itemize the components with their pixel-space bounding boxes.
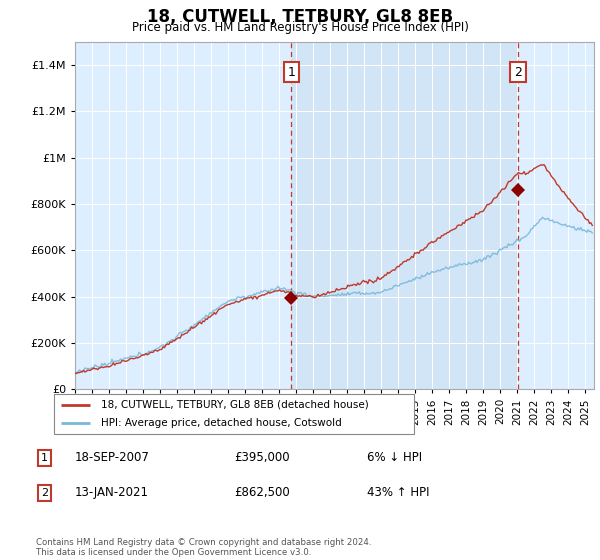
Text: 18, CUTWELL, TETBURY, GL8 8EB (detached house): 18, CUTWELL, TETBURY, GL8 8EB (detached …: [101, 400, 368, 410]
Text: 6% ↓ HPI: 6% ↓ HPI: [367, 451, 422, 464]
Text: 18, CUTWELL, TETBURY, GL8 8EB: 18, CUTWELL, TETBURY, GL8 8EB: [147, 8, 453, 26]
Text: 43% ↑ HPI: 43% ↑ HPI: [367, 486, 430, 500]
Text: £862,500: £862,500: [235, 486, 290, 500]
Text: £395,000: £395,000: [235, 451, 290, 464]
Text: Contains HM Land Registry data © Crown copyright and database right 2024.
This d: Contains HM Land Registry data © Crown c…: [36, 538, 371, 557]
Text: 2: 2: [41, 488, 48, 498]
Text: 13-JAN-2021: 13-JAN-2021: [74, 486, 149, 500]
Text: 1: 1: [41, 453, 48, 463]
Text: 18-SEP-2007: 18-SEP-2007: [74, 451, 149, 464]
Bar: [292, 42, 518, 389]
Text: Price paid vs. HM Land Registry's House Price Index (HPI): Price paid vs. HM Land Registry's House …: [131, 21, 469, 34]
Text: 2: 2: [514, 66, 522, 78]
Text: HPI: Average price, detached house, Cotswold: HPI: Average price, detached house, Cots…: [101, 418, 341, 428]
Text: 1: 1: [287, 66, 295, 78]
FancyBboxPatch shape: [54, 394, 414, 434]
